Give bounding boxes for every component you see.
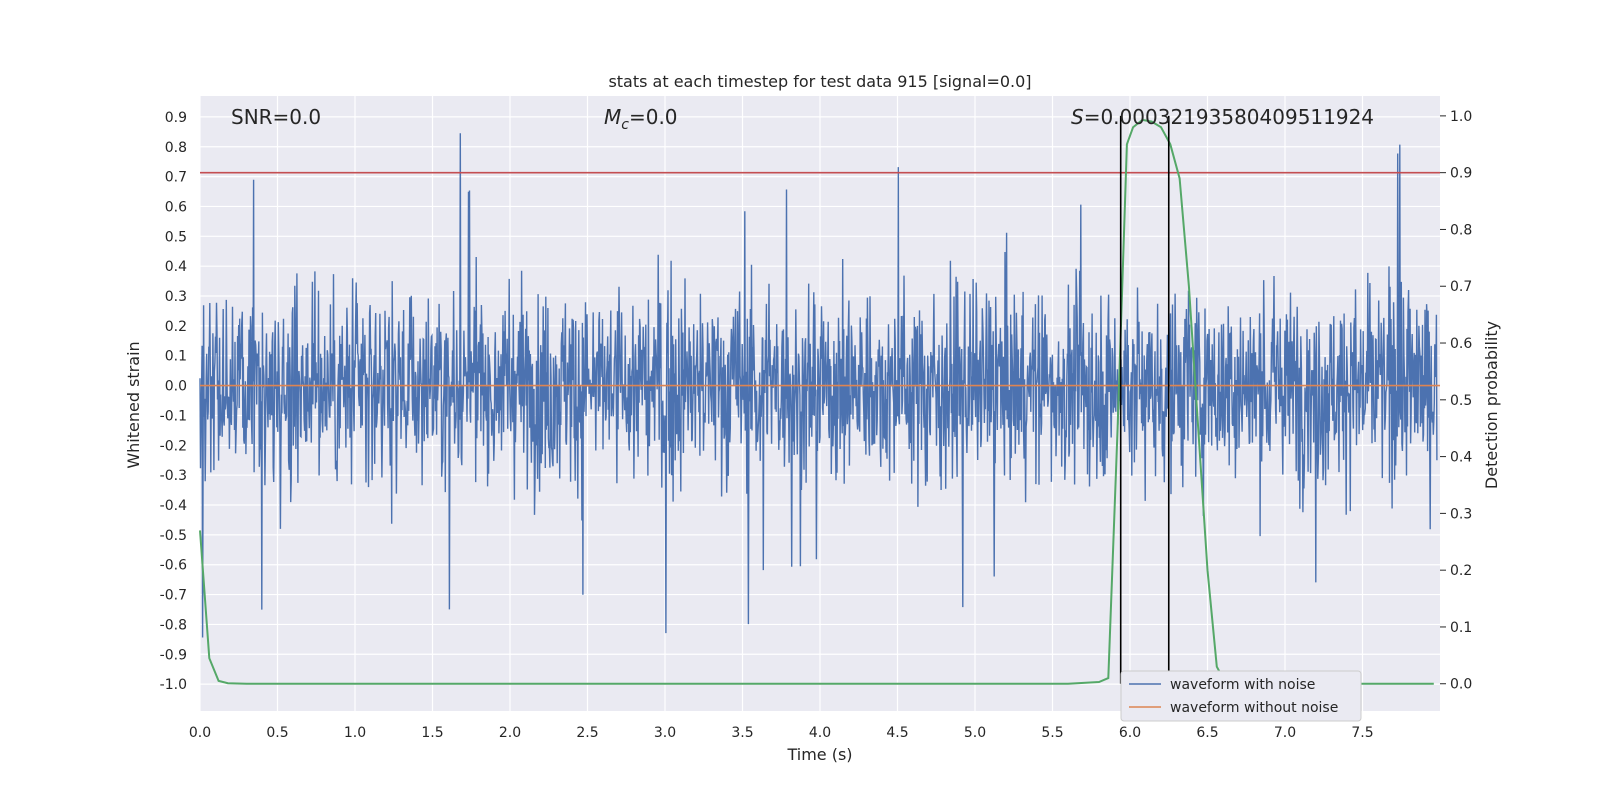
y-tick-label: -0.5 <box>160 528 187 544</box>
legend-label-noise: waveform with noise <box>1170 677 1315 693</box>
series-detection-probability <box>199 118 1434 685</box>
y2-axis-label: Detection probability <box>1482 321 1501 489</box>
snr-annotation: SNR=0.0 <box>231 105 321 129</box>
y2-tick-label: 0.4 <box>1450 450 1472 466</box>
y-tick-label: 0.8 <box>165 140 187 156</box>
y-tick-label: -0.9 <box>160 647 187 663</box>
x-axis-ticks: 0.0 0.5 1.0 1.5 2.0 2.5 3.0 3.5 4.0 4.5 5.0 5.5 6.0 6… <box>189 725 1374 741</box>
y2-tick-label: 0.5 <box>1450 393 1472 409</box>
y2-axis-ticks: 1.0 0.9 0.8 0.7 0.6 0.5 0.4 0.3 0.2 0.1 0.0 <box>1440 109 1472 693</box>
y-axis-ticks: 0.9 0.8 0.7 0.6 0.5 0.4 0.3 0.2 0.1 0.0 -0.1 -0.2 -0… <box>160 110 187 693</box>
y-tick-label: -0.1 <box>160 408 187 424</box>
y-axis-label: Whitened strain <box>124 341 143 468</box>
y2-tick-label: 0.0 <box>1450 677 1472 693</box>
x-tick-label: 6.5 <box>1196 725 1218 741</box>
y2-tick-label: 0.2 <box>1450 563 1472 579</box>
detection-probability-line <box>199 118 1434 685</box>
statistic-symbol: S <box>1071 105 1084 129</box>
y2-tick-label: 0.1 <box>1450 620 1472 636</box>
x-tick-label: 2.0 <box>499 725 521 741</box>
chirp-mass-value: =0.0 <box>629 105 678 129</box>
y-tick-label: 0.2 <box>165 319 187 335</box>
y-tick-label: 0.0 <box>165 379 187 395</box>
x-tick-label: 7.0 <box>1274 725 1296 741</box>
y-tick-label: 0.1 <box>165 349 187 365</box>
series-waveform-with-noise <box>199 133 1438 638</box>
y-tick-label: -0.7 <box>160 588 187 604</box>
y2-tick-label: 0.6 <box>1450 336 1472 352</box>
y-tick-label: 0.3 <box>165 289 187 305</box>
x-tick-label: 5.0 <box>964 725 986 741</box>
statistic-annotation: S=0.00032193580409511924 <box>1071 105 1374 129</box>
y-tick-label: -0.4 <box>160 498 187 514</box>
y-tick-label: -0.8 <box>160 617 187 633</box>
chart-title: stats at each timestep for test data 915… <box>608 72 1031 91</box>
x-tick-label: 3.0 <box>654 725 676 741</box>
x-tick-label: 5.5 <box>1041 725 1063 741</box>
y-tick-label: -0.3 <box>160 468 187 484</box>
y-tick-label: 0.4 <box>165 259 187 275</box>
y-tick-label: -0.2 <box>160 438 187 454</box>
x-tick-label: 3.5 <box>731 725 753 741</box>
x-tick-label: 0.0 <box>189 725 211 741</box>
legend: waveform with noise waveform without noi… <box>1120 670 1362 722</box>
y2-tick-label: 0.9 <box>1450 166 1472 182</box>
chirp-mass-annotation: Mc=0.0 <box>604 105 678 133</box>
noise-waveform-line <box>199 133 1438 638</box>
y-tick-label: -0.6 <box>160 558 187 574</box>
chirp-mass-symbol: M <box>604 105 621 129</box>
x-tick-label: 1.0 <box>344 725 366 741</box>
y-tick-label: -1.0 <box>160 677 187 693</box>
x-tick-label: 4.5 <box>886 725 908 741</box>
x-tick-label: 2.5 <box>576 725 598 741</box>
y2-tick-label: 0.7 <box>1450 279 1472 295</box>
x-tick-label: 0.5 <box>266 725 288 741</box>
y2-tick-label: 0.3 <box>1450 506 1472 522</box>
x-tick-label: 1.5 <box>421 725 443 741</box>
legend-box <box>1120 670 1362 722</box>
y-tick-label: 0.6 <box>165 199 187 215</box>
x-axis-label: Time (s) <box>786 745 852 764</box>
y2-tick-label: 0.8 <box>1450 222 1472 238</box>
legend-label-clean: waveform without noise <box>1170 700 1338 716</box>
y-tick-label: 0.7 <box>165 170 187 186</box>
statistic-value: =0.00032193580409511924 <box>1084 105 1374 129</box>
x-tick-label: 4.0 <box>809 725 831 741</box>
x-tick-label: 6.0 <box>1119 725 1141 741</box>
detection-window-lines <box>1119 115 1170 684</box>
y-tick-label: 0.9 <box>165 110 187 126</box>
chirp-mass-subscript: c <box>621 117 629 133</box>
x-tick-label: 7.5 <box>1351 725 1373 741</box>
y2-tick-label: 1.0 <box>1450 109 1472 125</box>
y-tick-label: 0.5 <box>165 229 187 245</box>
